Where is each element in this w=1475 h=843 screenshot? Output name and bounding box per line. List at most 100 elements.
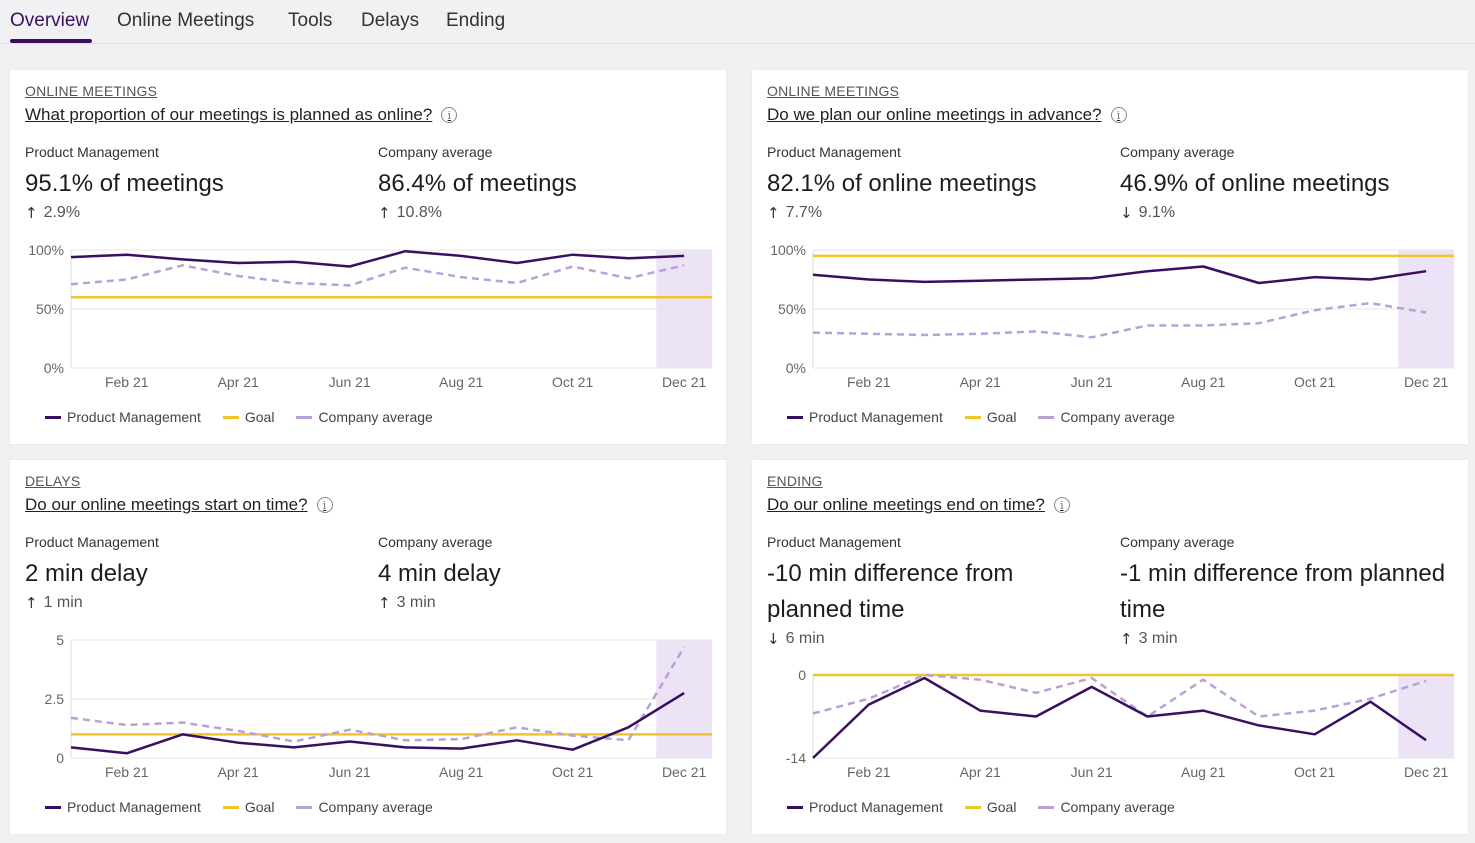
stat-change-value: 3 min: [396, 594, 436, 611]
stat-product-management: Product Management -10 min difference fr…: [767, 534, 1097, 648]
x-tick-label: Apr 21: [218, 764, 259, 780]
legend-item-company-average[interactable]: Company average: [1038, 409, 1175, 425]
stat-change: ↓ 9.1%: [1120, 204, 1450, 222]
legend-item-company-average[interactable]: Company average: [296, 799, 433, 815]
stat-label: Company average: [1120, 534, 1235, 550]
legend-item-goal[interactable]: Goal: [964, 799, 1016, 815]
y-tick-label: 100%: [28, 242, 64, 258]
series-line-company-average: [812, 301, 1427, 339]
stat-label: Product Management: [25, 534, 159, 550]
legend-label: Company average: [1060, 799, 1175, 815]
info-icon[interactable]: i: [316, 497, 333, 513]
stat-company-average: Company average 4 min delay ↑ 3 min: [378, 534, 708, 612]
y-tick-label: 0: [798, 667, 806, 683]
legend-item-product-management[interactable]: Product Management: [45, 409, 201, 425]
series-line-product-management: [812, 676, 1427, 759]
chart-legend: Product Management Goal Company average: [787, 799, 1175, 815]
legend-label: Product Management: [809, 799, 943, 815]
line-chart: 0 -14 Feb 21 Apr 21 Jun 21 Aug 21 Oct 21 Dec 21: [786, 667, 1454, 780]
legend-label: Goal: [244, 409, 275, 425]
tab-overview[interactable]: Overview: [10, 10, 90, 31]
x-tick-label: Jun 21: [1071, 764, 1113, 780]
legend-label: Goal: [986, 409, 1017, 425]
legend-item-product-management[interactable]: Product Management: [787, 409, 943, 425]
info-icon[interactable]: i: [441, 107, 458, 123]
card-category-link[interactable]: ONLINE MEETINGS: [767, 83, 900, 99]
legend-swatch-company: [1038, 415, 1055, 419]
card-online-share: ONLINE MEETINGS What proportion of our m…: [10, 70, 726, 444]
y-tick-label: 50%: [36, 301, 64, 317]
card-question-link[interactable]: Do our online meetings end on time? i: [767, 495, 1070, 515]
card-delays: DELAYS Do our online meetings start on t…: [10, 460, 726, 834]
arrow-up-icon: ↑: [767, 204, 780, 222]
x-tick-label: Jun 21: [1071, 374, 1113, 390]
chart-legend: Product Management Goal Company average: [787, 409, 1175, 425]
stat-label: Product Management: [767, 534, 901, 550]
chart-legend: Product Management Goal Company average: [45, 409, 433, 425]
stat-change-value: 7.7%: [785, 204, 823, 221]
legend-item-product-management[interactable]: Product Management: [787, 799, 943, 815]
legend-item-company-average[interactable]: Company average: [296, 409, 433, 425]
legend-item-goal[interactable]: Goal: [222, 409, 275, 425]
card-category-link[interactable]: DELAYS: [25, 473, 81, 489]
arrow-up-icon: ↑: [378, 594, 391, 612]
card-question-text[interactable]: Do our online meetings start on time?: [25, 495, 308, 514]
x-tick-label: Feb 21: [847, 374, 891, 390]
y-tick-label: 5: [56, 632, 64, 648]
tab-delays[interactable]: Delays: [361, 10, 420, 31]
legend-item-product-management[interactable]: Product Management: [45, 799, 201, 815]
stat-change-value: 2.9%: [43, 204, 81, 221]
legend-label: Goal: [244, 799, 275, 815]
info-icon[interactable]: i: [1110, 107, 1127, 123]
legend-item-company-average[interactable]: Company average: [1038, 799, 1175, 815]
x-tick-label: Feb 21: [105, 764, 149, 780]
card-category-link[interactable]: ONLINE MEETINGS: [25, 83, 158, 99]
arrow-up-icon: ↑: [25, 204, 38, 222]
stat-product-management: Product Management 95.1% of meetings ↑ 2…: [25, 144, 355, 222]
current-period-highlight: [1398, 675, 1454, 758]
legend-item-goal[interactable]: Goal: [222, 799, 275, 815]
card-question-link[interactable]: Do we plan our online meetings in advanc…: [767, 105, 1127, 125]
card-question-link[interactable]: What proportion of our meetings is plann…: [25, 105, 458, 125]
card-question-text[interactable]: Do we plan our online meetings in advanc…: [767, 105, 1102, 124]
x-tick-label: Dec 21: [1404, 764, 1449, 780]
stat-label: Company average: [378, 144, 493, 160]
legend-swatch-company: [1038, 805, 1055, 809]
chart-legend: Product Management Goal Company average: [45, 799, 433, 815]
stat-change: ↑ 3 min: [1120, 630, 1450, 648]
stat-value: 4 min delay: [378, 560, 501, 587]
arrow-down-icon: ↓: [1120, 204, 1133, 222]
x-tick-label: Oct 21: [1294, 764, 1335, 780]
legend-item-goal[interactable]: Goal: [964, 409, 1017, 425]
stat-change: ↓ 6 min: [767, 630, 1097, 648]
arrow-up-icon: ↑: [1120, 630, 1133, 648]
legend-label: Product Management: [809, 409, 943, 425]
stat-change: ↑ 3 min: [378, 594, 708, 612]
tab-ending[interactable]: Ending: [446, 10, 506, 31]
x-tick-label: Apr 21: [218, 374, 259, 390]
x-tick-label: Feb 21: [847, 764, 891, 780]
legend-label: Product Management: [67, 409, 201, 425]
card-ending: ENDING Do our online meetings end on tim…: [752, 460, 1468, 834]
stat-label: Company average: [378, 534, 493, 550]
x-tick-label: Apr 21: [960, 764, 1001, 780]
tab-tools[interactable]: Tools: [288, 10, 333, 31]
card-question-text[interactable]: Do our online meetings end on time?: [767, 495, 1045, 514]
arrow-down-icon: ↓: [767, 630, 780, 648]
stat-value: 46.9% of online meetings: [1120, 170, 1390, 197]
info-icon[interactable]: i: [1053, 497, 1070, 513]
legend-label: Company average: [1060, 409, 1175, 425]
arrow-up-icon: ↑: [378, 204, 391, 222]
x-tick-label: Aug 21: [1181, 764, 1226, 780]
line-chart: 5 2.5 0 Feb 21 Apr 21 Jun 21 Aug 21 Oct 21 Dec 2…: [45, 632, 712, 780]
card-question-text[interactable]: What proportion of our meetings is plann…: [25, 105, 433, 124]
stat-change: ↑ 7.7%: [767, 204, 1097, 222]
stat-label: Product Management: [25, 144, 159, 160]
stat-change-value: 10.8%: [396, 204, 442, 221]
card-category-link[interactable]: ENDING: [767, 473, 823, 489]
series-line-company-average: [70, 264, 685, 287]
tab-online-meetings[interactable]: Online Meetings: [117, 10, 255, 31]
legend-swatch-primary: [787, 415, 803, 419]
stat-product-management: Product Management 82.1% of online meeti…: [767, 144, 1097, 222]
card-question-link[interactable]: Do our online meetings start on time? i: [25, 495, 333, 515]
